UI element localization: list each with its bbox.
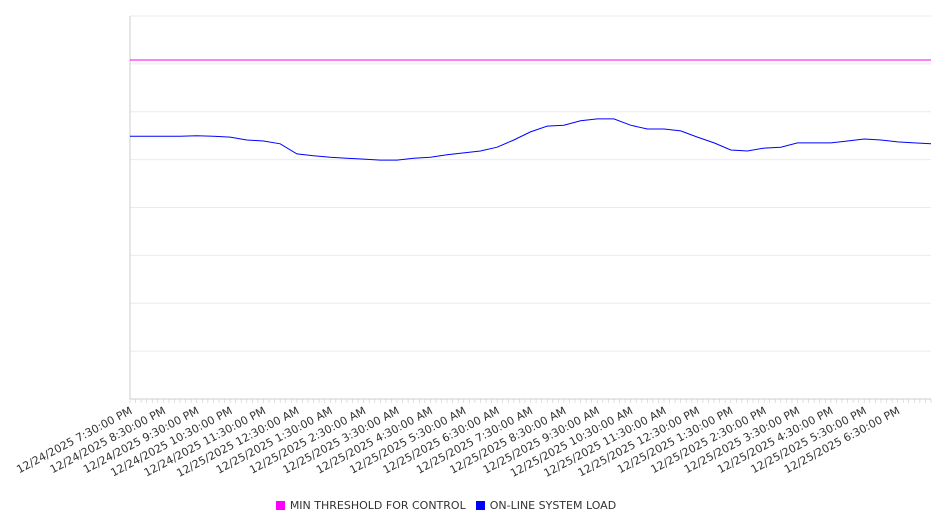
legend-label-threshold: MIN THRESHOLD FOR CONTROL: [289, 499, 466, 512]
legend-item-load[interactable]: ON-LINE SYSTEM LOAD: [475, 499, 617, 512]
legend-swatch-load: [475, 501, 485, 510]
legend-label-load: ON-LINE SYSTEM LOAD: [489, 499, 617, 512]
legend-item-threshold[interactable]: MIN THRESHOLD FOR CONTROL: [275, 499, 466, 512]
legend: MIN THRESHOLD FOR CONTROL ON-LINE SYSTEM…: [0, 499, 892, 512]
legend-swatch-threshold: [275, 501, 285, 510]
system-load-line: [130, 118, 932, 161]
